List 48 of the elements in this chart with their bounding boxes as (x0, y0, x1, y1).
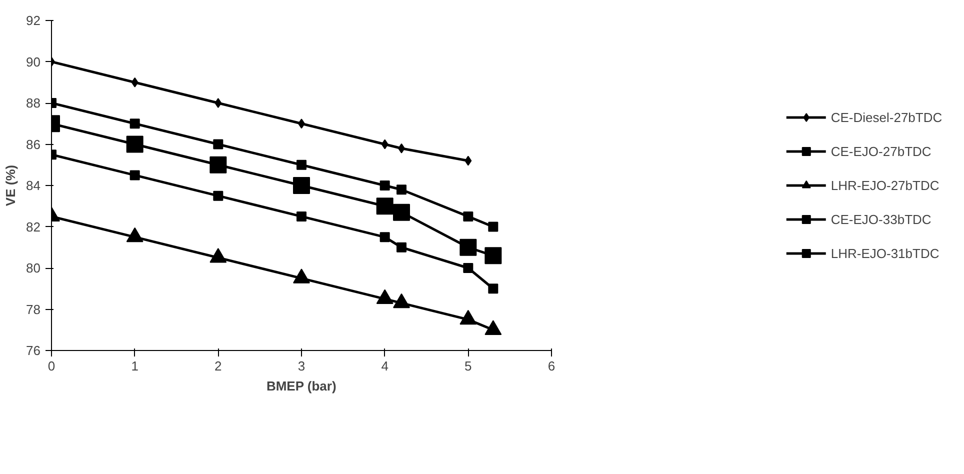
point (381, 139, 388, 150)
y-tick-label: 88 (26, 96, 41, 110)
y-axis-title: VE (%) (3, 164, 18, 206)
point (463, 263, 474, 273)
y-tick-label: 90 (26, 54, 41, 70)
y-tick-label: 86 (26, 136, 41, 152)
x-tick-label: 4 (381, 358, 388, 374)
point (214, 98, 222, 108)
point (213, 139, 224, 150)
point (488, 284, 498, 294)
y-tick-label: 92 (26, 13, 41, 28)
point (376, 198, 394, 215)
x-tick-label: 6 (548, 358, 556, 374)
x-tick-label: 2 (214, 358, 222, 374)
y-tick-label: 76 (26, 343, 41, 358)
y-tick-label: 80 (26, 260, 41, 276)
point (126, 136, 144, 153)
point (293, 177, 310, 194)
point (130, 118, 140, 129)
point (380, 232, 390, 242)
legend-label: LHR-EJO-31bTDC (830, 246, 940, 260)
y-tick-label: 84 (26, 178, 41, 193)
legend-label: CE-Diesel-27bTDC (830, 110, 942, 124)
x-axis-title: BMEP (bar) (266, 378, 336, 394)
point (396, 184, 406, 195)
point (484, 247, 502, 264)
point (396, 242, 406, 252)
x-tick-label: 0 (48, 358, 56, 374)
point (460, 238, 477, 256)
x-tick-label: 1 (131, 358, 138, 374)
point (130, 170, 140, 180)
point (296, 160, 306, 170)
x-tick-label: 5 (464, 358, 472, 374)
point (296, 211, 306, 222)
legend-label: CE-EJO-33bTDC (830, 212, 932, 226)
point (213, 190, 224, 201)
point (393, 204, 410, 221)
point (464, 156, 472, 166)
point (210, 156, 227, 174)
y-tick-label: 82 (26, 219, 41, 234)
x-tick-label: 3 (298, 358, 306, 374)
legend-label: LHR-EJO-27bTDC (830, 178, 940, 192)
y-tick-label: 78 (26, 302, 41, 317)
point (488, 222, 498, 232)
legend-label: CE-EJO-27bTDC (830, 144, 932, 158)
point (463, 211, 474, 222)
point (131, 77, 138, 88)
point (380, 180, 390, 190)
